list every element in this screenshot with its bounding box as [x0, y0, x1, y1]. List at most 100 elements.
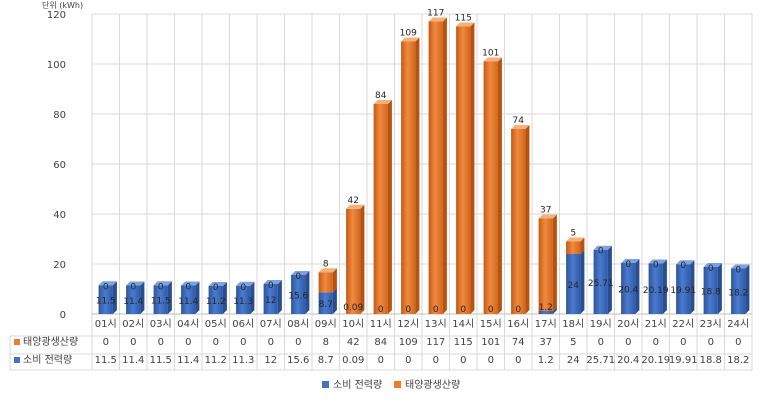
- x-tick-label: 05시: [205, 318, 227, 330]
- data-label-consumption: 1.2: [539, 303, 553, 313]
- table-cell-solar: 0: [268, 337, 274, 348]
- table-cell-solar: 0: [708, 337, 714, 348]
- data-label-consumption: 20.19: [643, 286, 669, 296]
- x-tick-label: 07시: [260, 318, 282, 330]
- table-cell-solar: 0: [240, 337, 246, 348]
- x-tick-label: 13시: [425, 318, 447, 330]
- bar-solar: [346, 205, 364, 314]
- table-cell-solar: 0: [653, 337, 659, 348]
- table-cell-solar: 0: [130, 337, 136, 348]
- data-label-consumption: 0: [460, 305, 466, 315]
- data-label-consumption: 0: [378, 305, 384, 315]
- table-cell-consumption: 1.2: [538, 355, 554, 366]
- x-tick-label: 22시: [672, 318, 694, 330]
- table-cell-solar: 115: [454, 337, 473, 348]
- bar-solar: [511, 125, 529, 314]
- table-cell-consumption: 11.4: [177, 355, 199, 366]
- table-cell-solar: 8: [323, 337, 329, 348]
- x-tick-label: 17시: [535, 318, 557, 330]
- data-label-consumption: 12: [265, 296, 276, 306]
- data-label-solar: 0: [130, 283, 136, 293]
- x-tick-label: 14시: [452, 318, 474, 330]
- table-cell-consumption: 25.71: [586, 355, 615, 366]
- data-label-solar: 117: [427, 9, 444, 19]
- data-label-consumption: 25.71: [588, 279, 614, 289]
- data-label-solar: 0: [653, 261, 659, 271]
- table-cell-solar: 101: [481, 337, 500, 348]
- x-tick-label: 10시: [342, 318, 364, 330]
- x-tick-label: 02시: [122, 318, 144, 330]
- x-tick-label: 03시: [150, 318, 172, 330]
- table-swatch-solar: [14, 339, 20, 345]
- legend-swatch-consumption: [322, 381, 329, 388]
- data-label-consumption: 0.09: [343, 303, 363, 313]
- table-cell-consumption: 11.2: [205, 355, 227, 366]
- data-label-consumption: 0: [515, 305, 521, 315]
- data-label-solar: 8: [323, 259, 329, 269]
- x-tick-label: 24시: [727, 318, 749, 330]
- x-tick-label: 09시: [315, 318, 337, 330]
- table-swatch-consumption: [14, 357, 20, 363]
- x-tick-label: 04시: [177, 318, 199, 330]
- table-cell-solar: 5: [570, 337, 576, 348]
- table-cell-consumption: 18.8: [700, 355, 722, 366]
- bar-solar: [429, 18, 447, 315]
- data-label-solar: 0: [158, 282, 164, 292]
- table-cell-consumption: 0: [515, 355, 521, 366]
- data-label-consumption: 18.2: [728, 288, 748, 298]
- table-cell-solar: 109: [399, 337, 418, 348]
- data-label-solar: 0: [213, 283, 219, 293]
- data-label-consumption: 8.7: [319, 300, 333, 310]
- x-tick-label: 12시: [397, 318, 419, 330]
- table-cell-consumption: 18.2: [727, 355, 749, 366]
- data-label-solar: 101: [482, 49, 499, 59]
- table-cell-consumption: 19.91: [669, 355, 698, 366]
- data-label-consumption: 18.8: [701, 288, 721, 298]
- data-label-solar: 0: [708, 264, 714, 274]
- bar-solar: [456, 23, 474, 315]
- table-cell-consumption: 20.19: [641, 355, 670, 366]
- y-tick-label: 20: [53, 260, 66, 271]
- y-tick-label: 60: [53, 160, 66, 171]
- data-label-solar: 115: [455, 14, 472, 24]
- table-cell-solar: 0: [295, 337, 301, 348]
- data-label-consumption: 11.4: [123, 297, 143, 307]
- table-cell-solar: 0: [185, 337, 191, 348]
- data-label-consumption: 0: [405, 305, 411, 315]
- bar-solar: [401, 38, 419, 315]
- table-cell-solar: 117: [426, 337, 445, 348]
- table-cell-consumption: 0: [378, 355, 384, 366]
- data-label-solar: 5: [570, 229, 576, 239]
- data-label-consumption: 19.91: [670, 286, 696, 296]
- table-cell-consumption: 0: [488, 355, 494, 366]
- data-label-consumption: 24: [568, 281, 580, 291]
- data-label-solar: 109: [400, 29, 417, 39]
- x-tick-label: 08시: [287, 318, 309, 330]
- bar-solar: [484, 58, 502, 315]
- x-tick-label: 11시: [370, 318, 392, 330]
- table-cell-solar: 0: [680, 337, 686, 348]
- data-label-solar: 84: [375, 91, 387, 101]
- table-cell-solar: 0: [103, 337, 109, 348]
- table-row-header-consumption: 소비 전력량: [23, 354, 72, 366]
- table-cell-consumption: 12: [264, 355, 277, 366]
- bar-solar: [539, 215, 557, 312]
- table-cell-consumption: 8.7: [318, 355, 334, 366]
- table-row-header-solar: 태양광생산량: [23, 336, 78, 348]
- x-tick-label: 20시: [617, 318, 639, 330]
- legend-label-consumption: 소비 전력량: [333, 379, 382, 391]
- table-cell-solar: 0: [625, 337, 631, 348]
- table-cell-consumption: 11.5: [150, 355, 172, 366]
- data-label-solar: 0: [625, 260, 631, 270]
- x-tick-label: 21시: [645, 318, 667, 330]
- data-label-solar: 0: [680, 261, 686, 271]
- data-label-solar: 0: [185, 283, 191, 293]
- data-label-consumption: 0: [433, 305, 439, 315]
- x-tick-label: 15시: [480, 318, 502, 330]
- data-label-consumption: 15.6: [288, 292, 308, 302]
- data-label-consumption: 11.3: [233, 297, 253, 307]
- table-cell-solar: 0: [213, 337, 219, 348]
- data-label-solar: 0: [103, 282, 109, 292]
- y-tick-label: 100: [47, 60, 66, 71]
